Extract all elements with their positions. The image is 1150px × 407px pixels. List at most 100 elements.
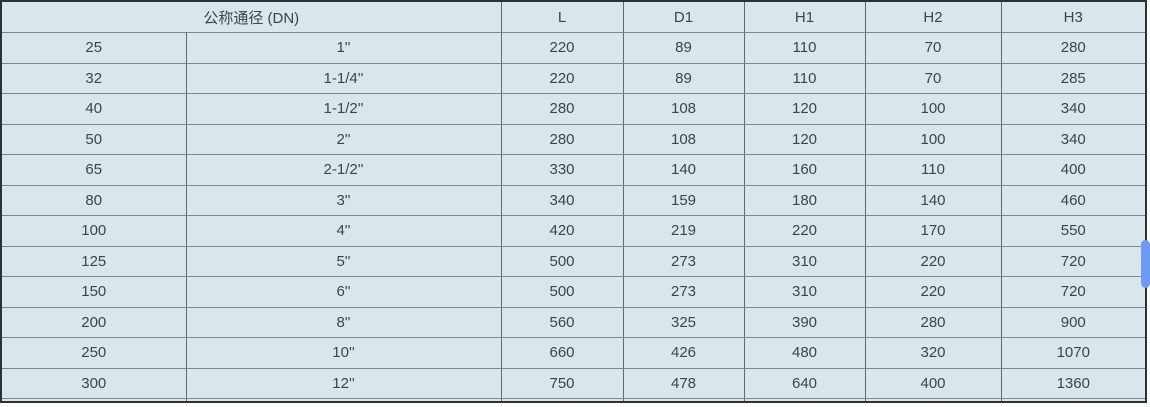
cell-d1: 273 <box>622 245 745 277</box>
cell-dn: 250 <box>0 337 187 369</box>
table-row: 25 1'' 220 89 110 70 280 <box>0 32 1147 64</box>
cell-h2: 100 <box>864 123 1002 155</box>
cell-h1: 220 <box>743 215 866 247</box>
cell-inch: 12'' <box>185 367 502 399</box>
cell-d1: 89 <box>622 62 745 94</box>
cell-dn: 150 <box>0 276 187 308</box>
cell-dn: 300 <box>0 367 187 399</box>
cell-l <box>500 398 624 401</box>
cell-l: 220 <box>500 62 624 94</box>
cell-l: 500 <box>500 276 624 308</box>
cell-inch: 6'' <box>185 276 502 308</box>
cell-h1: 640 <box>743 367 866 399</box>
cell-h3: 340 <box>1000 123 1147 155</box>
cell-d1: 325 <box>622 306 745 338</box>
cell-d1: 219 <box>622 215 745 247</box>
cell-h2: 400 <box>864 367 1002 399</box>
cell-h3: 400 <box>1000 154 1147 186</box>
table-row-partial <box>0 398 1147 401</box>
cell-l: 280 <box>500 123 624 155</box>
cell-h1: 120 <box>743 123 866 155</box>
column-header-d1: D1 <box>622 0 745 33</box>
cell-inch: 8'' <box>185 306 502 338</box>
cell-h3: 280 <box>1000 32 1147 64</box>
column-header-h3: H3 <box>1000 0 1147 33</box>
cell-h3: 1360 <box>1000 367 1147 399</box>
table-row: 65 2-1/2'' 330 140 160 110 400 <box>0 154 1147 186</box>
cell-h2: 170 <box>864 215 1002 247</box>
cell-h1: 180 <box>743 184 866 216</box>
cell-h1: 480 <box>743 337 866 369</box>
cell-d1: 108 <box>622 93 745 125</box>
table-row: 32 1-1/4'' 220 89 110 70 285 <box>0 62 1147 94</box>
cell-h2: 280 <box>864 306 1002 338</box>
cell-h3: 285 <box>1000 62 1147 94</box>
cell-h2 <box>864 398 1002 401</box>
column-header-h2: H2 <box>864 0 1002 33</box>
cell-dn: 25 <box>0 32 187 64</box>
cell-inch <box>185 398 502 401</box>
table-row: 200 8'' 560 325 390 280 900 <box>0 306 1147 338</box>
cell-d1: 478 <box>622 367 745 399</box>
cell-l: 560 <box>500 306 624 338</box>
cell-d1: 89 <box>622 32 745 64</box>
cell-d1: 426 <box>622 337 745 369</box>
cell-h2: 320 <box>864 337 1002 369</box>
cell-h3: 720 <box>1000 276 1147 308</box>
cell-h1: 390 <box>743 306 866 338</box>
cell-inch: 1-1/4'' <box>185 62 502 94</box>
table-row: 80 3'' 340 159 180 140 460 <box>0 184 1147 216</box>
cell-d1: 273 <box>622 276 745 308</box>
cell-inch: 4'' <box>185 215 502 247</box>
cell-inch: 1'' <box>185 32 502 64</box>
cell-inch: 3'' <box>185 184 502 216</box>
cell-h3: 340 <box>1000 93 1147 125</box>
cell-dn: 200 <box>0 306 187 338</box>
cell-h2: 220 <box>864 245 1002 277</box>
cell-h3: 550 <box>1000 215 1147 247</box>
table-row: 250 10'' 660 426 480 320 1070 <box>0 337 1147 369</box>
cell-inch: 1-1/2'' <box>185 93 502 125</box>
cell-h2: 70 <box>864 62 1002 94</box>
scrollbar-thumb[interactable] <box>1141 240 1150 288</box>
cell-dn: 40 <box>0 93 187 125</box>
cell-inch: 5'' <box>185 245 502 277</box>
table-row: 40 1-1/2'' 280 108 120 100 340 <box>0 93 1147 125</box>
cell-h1: 110 <box>743 62 866 94</box>
cell-h1: 160 <box>743 154 866 186</box>
column-header-h1: H1 <box>743 0 866 33</box>
cell-l: 660 <box>500 337 624 369</box>
cell-dn: 100 <box>0 215 187 247</box>
cell-l: 330 <box>500 154 624 186</box>
cell-l: 750 <box>500 367 624 399</box>
cell-h1: 110 <box>743 32 866 64</box>
table-row: 100 4'' 420 219 220 170 550 <box>0 215 1147 247</box>
cell-dn <box>0 398 187 401</box>
cell-d1: 140 <box>622 154 745 186</box>
cell-dn: 80 <box>0 184 187 216</box>
table-row: 300 12'' 750 478 640 400 1360 <box>0 367 1147 399</box>
cell-h2: 110 <box>864 154 1002 186</box>
table-row: 50 2'' 280 108 120 100 340 <box>0 123 1147 155</box>
cell-h3: 460 <box>1000 184 1147 216</box>
cell-h2: 70 <box>864 32 1002 64</box>
cell-l: 220 <box>500 32 624 64</box>
cell-d1 <box>622 398 745 401</box>
table-row: 125 5'' 500 273 310 220 720 <box>0 245 1147 277</box>
cell-h1: 310 <box>743 245 866 277</box>
cell-h2: 220 <box>864 276 1002 308</box>
cell-dn: 65 <box>0 154 187 186</box>
table-row: 150 6'' 500 273 310 220 720 <box>0 276 1147 308</box>
cell-l: 340 <box>500 184 624 216</box>
cell-inch: 10'' <box>185 337 502 369</box>
cell-h3: 900 <box>1000 306 1147 338</box>
cell-d1: 108 <box>622 123 745 155</box>
cell-h3: 1070 <box>1000 337 1147 369</box>
cell-inch: 2-1/2'' <box>185 154 502 186</box>
cell-h1: 310 <box>743 276 866 308</box>
cell-dn: 125 <box>0 245 187 277</box>
cell-h3 <box>1000 398 1147 401</box>
